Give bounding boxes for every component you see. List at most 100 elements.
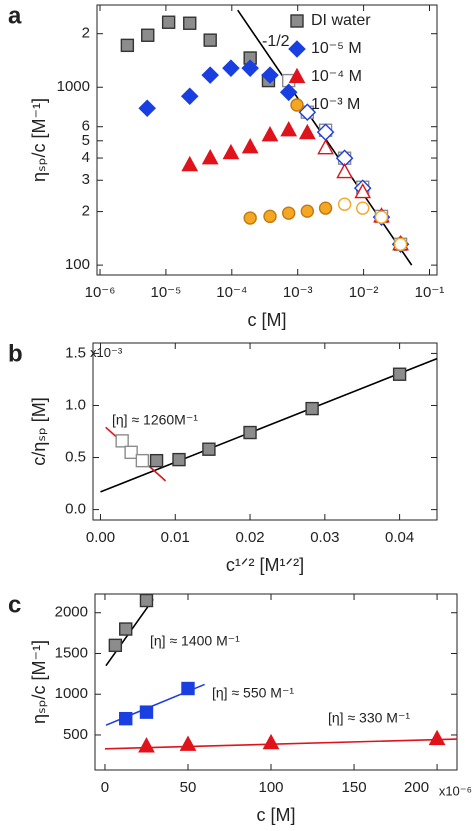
marker-diamond — [279, 83, 298, 102]
marker-square — [108, 638, 123, 653]
x-tick-label: 200 — [404, 779, 429, 796]
legend-label: DI water — [311, 12, 371, 29]
marker-diamond — [298, 103, 317, 121]
marker-circle — [318, 201, 333, 215]
x-tick-label: 10⁻¹ — [415, 284, 445, 301]
x-tick-label: 0 — [101, 779, 109, 796]
marker-triangle — [262, 733, 280, 750]
marker-circle — [263, 209, 277, 224]
y-tick-label: 0.0 — [65, 501, 86, 518]
marker-square — [203, 33, 217, 47]
marker-square — [120, 38, 135, 53]
marker-circle — [337, 197, 352, 211]
plot-frame — [92, 342, 438, 521]
x-tick-label: 10⁻³ — [283, 284, 313, 301]
marker-triangle — [138, 737, 155, 753]
y-axis-label: ηₛₚ/c [M⁻¹] — [29, 640, 49, 724]
marker-square — [243, 425, 257, 440]
marker-circle — [300, 204, 315, 218]
marker-square — [119, 622, 133, 636]
x-tick-label: 0.03 — [310, 529, 339, 546]
annotation: [η] ≈ 1260M⁻¹ — [112, 412, 198, 428]
marker-square — [124, 445, 138, 460]
marker-triangle — [241, 137, 259, 154]
x-tick-label: 50 — [180, 779, 197, 796]
marker-square — [305, 401, 319, 416]
annotation: [η] ≈ 550 M⁻¹ — [212, 685, 294, 701]
marker-diamond — [201, 66, 219, 84]
y-multiplier: x10⁻³ — [90, 345, 123, 360]
annotation: [η] ≈ 1400 M⁻¹ — [150, 633, 240, 649]
marker-circle — [393, 237, 408, 251]
marker-triangle — [317, 138, 334, 155]
marker-square — [181, 681, 195, 696]
marker-triangle — [179, 735, 197, 751]
marker-diamond — [241, 59, 259, 77]
legend-label: 10⁻⁵ M — [311, 40, 362, 57]
y-tick-label: 500 — [63, 726, 88, 743]
legend-label: 10⁻⁴ M — [311, 68, 362, 85]
annotation: -1/2 — [262, 33, 290, 50]
x-tick-label: 10⁻² — [349, 284, 379, 301]
x-tick-label: 0.02 — [235, 529, 264, 546]
marker-diamond — [180, 87, 199, 106]
y-tick-label: 1500 — [55, 644, 88, 661]
x-axis-label: c [M] — [248, 310, 287, 330]
panel-1: b 0.00 0.01 0.02 0.03 0.04 0.0 0.5 1.0 1.5 x10⁻³ c¹… — [8, 340, 438, 575]
y-tick-label: 4 — [82, 149, 90, 166]
marker-square — [115, 434, 129, 448]
marker-square — [139, 705, 154, 719]
marker-triangle — [222, 143, 240, 160]
legend-marker — [290, 14, 304, 28]
y-tick-label: 0.5 — [65, 448, 86, 465]
marker-triangle — [298, 123, 316, 140]
marker-circle — [243, 211, 257, 225]
plot-frame — [94, 593, 458, 771]
x-axis-label: c¹ᐟ² [M¹ᐟ²] — [226, 555, 304, 575]
marker-triangle — [181, 155, 199, 172]
y-tick-label: 5 — [82, 132, 90, 149]
y-tick-label: 1000 — [55, 685, 88, 702]
x-tick-label: 10⁻⁴ — [216, 284, 247, 301]
panel-label: b — [8, 340, 23, 367]
x-tick-label: 0.01 — [161, 529, 190, 546]
x-axis-label: c [M] — [257, 805, 296, 825]
x-tick-label: 0.04 — [385, 529, 414, 546]
y-tick-label: 100 — [65, 256, 90, 273]
marker-square — [161, 15, 176, 29]
marker-circle — [281, 206, 296, 220]
marker-square — [149, 453, 164, 468]
y-axis-label: ηₛₚ/c [M⁻¹] — [29, 98, 49, 182]
marker-triangle — [261, 126, 279, 142]
x-tick-label: 10⁻⁶ — [85, 284, 116, 301]
marker-triangle — [280, 121, 298, 137]
annotation: [η] ≈ 330 M⁻¹ — [328, 710, 410, 726]
legend-marker — [288, 40, 306, 58]
x-tick-label: 150 — [342, 779, 367, 796]
fit-line — [104, 738, 457, 750]
y-tick-label: 2 — [82, 203, 90, 220]
panel-0: a 10⁻⁶ 10⁻⁵ 10⁻⁴ 10⁻³ 10⁻² 10⁻¹ 100 2 3 456 1000 2 c … — [8, 2, 444, 329]
y-tick-label: 2 — [82, 25, 90, 42]
marker-diamond — [222, 59, 240, 77]
y-tick-label: 1.5 — [65, 344, 86, 361]
marker-square — [392, 367, 407, 381]
marker-diamond — [138, 99, 156, 118]
panel-label: a — [8, 2, 22, 29]
marker-triangle — [336, 162, 353, 179]
plot-frame — [96, 4, 438, 276]
marker-square — [119, 711, 133, 726]
x-tick-label: 100 — [259, 779, 284, 796]
marker-square — [202, 442, 216, 456]
marker-triangle — [428, 729, 446, 746]
y-tick-label: 6 — [82, 118, 90, 135]
legend-marker — [288, 67, 306, 84]
marker-square — [141, 28, 155, 42]
marker-circle — [374, 210, 389, 224]
marker-triangle — [354, 182, 372, 199]
marker-square — [135, 453, 150, 468]
legend-marker — [290, 98, 304, 112]
marker-square — [172, 452, 186, 467]
y-tick-label: 2000 — [55, 604, 88, 621]
